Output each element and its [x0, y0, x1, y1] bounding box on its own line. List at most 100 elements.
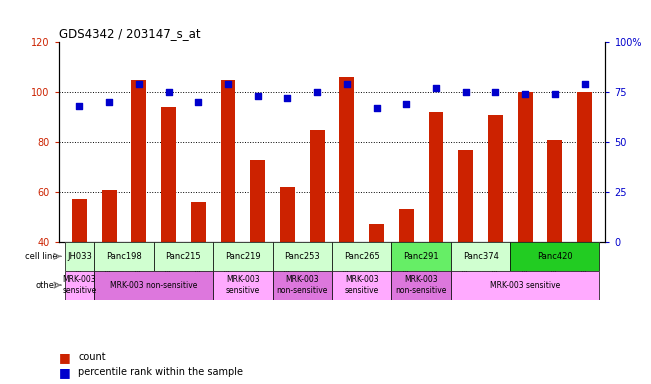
Bar — [273, 271, 332, 300]
Text: GSM924985: GSM924985 — [195, 246, 201, 288]
Text: ■: ■ — [59, 366, 70, 379]
Text: GSM924995: GSM924995 — [165, 246, 172, 288]
Point — [460, 89, 471, 95]
Bar — [399, 210, 414, 242]
Text: other: other — [36, 281, 58, 290]
Bar — [154, 242, 213, 271]
Bar — [391, 242, 451, 271]
Point — [133, 81, 144, 87]
Bar — [451, 242, 510, 271]
Text: GSM924978: GSM924978 — [374, 246, 380, 288]
Bar — [451, 242, 480, 288]
Bar — [132, 79, 146, 242]
Text: ■: ■ — [59, 351, 70, 364]
Bar — [94, 242, 124, 288]
Text: GSM924992: GSM924992 — [106, 246, 112, 288]
Bar — [540, 242, 570, 288]
Text: percentile rank within the sample: percentile rank within the sample — [78, 367, 243, 377]
Text: GSM924982: GSM924982 — [344, 246, 350, 288]
Bar — [451, 271, 600, 300]
Bar — [510, 242, 600, 271]
Point — [312, 89, 322, 95]
Text: GSM924979: GSM924979 — [314, 246, 320, 288]
Text: Panc265: Panc265 — [344, 252, 380, 261]
Bar — [213, 271, 273, 300]
Text: GSM924994: GSM924994 — [404, 246, 409, 288]
Text: GSM924984: GSM924984 — [522, 246, 528, 288]
Text: GDS4342 / 203147_s_at: GDS4342 / 203147_s_at — [59, 26, 201, 40]
Point — [104, 99, 115, 105]
Text: GSM924988: GSM924988 — [552, 246, 558, 288]
Text: MRK-003
sensitive: MRK-003 sensitive — [62, 275, 96, 295]
Bar — [391, 242, 421, 288]
Bar — [310, 130, 325, 242]
Text: cell line: cell line — [25, 252, 58, 261]
Bar — [243, 242, 273, 288]
Text: GSM924981: GSM924981 — [492, 246, 499, 288]
Bar — [547, 140, 562, 242]
Text: GSM924989: GSM924989 — [255, 246, 260, 288]
Bar — [332, 242, 362, 288]
Bar — [369, 224, 384, 242]
Text: Panc374: Panc374 — [463, 252, 499, 261]
Bar — [332, 271, 391, 300]
Text: GSM924993: GSM924993 — [581, 246, 588, 288]
Point — [401, 101, 411, 107]
Point — [163, 89, 174, 95]
Bar — [64, 242, 94, 271]
Text: GSM924983: GSM924983 — [463, 246, 469, 288]
Point — [431, 85, 441, 91]
Bar — [221, 79, 236, 242]
Text: Panc291: Panc291 — [404, 252, 439, 261]
Point — [579, 81, 590, 87]
Text: GSM924987: GSM924987 — [136, 246, 142, 288]
Bar — [391, 271, 451, 300]
Bar — [94, 242, 154, 271]
Text: MRK-003 non-sensitive: MRK-003 non-sensitive — [110, 281, 197, 290]
Text: Panc215: Panc215 — [165, 252, 201, 261]
Bar — [161, 107, 176, 242]
Bar — [362, 242, 391, 288]
Bar — [64, 271, 94, 300]
Point — [342, 81, 352, 87]
Bar — [94, 271, 213, 300]
Bar — [428, 112, 443, 242]
Bar — [488, 115, 503, 242]
Bar — [458, 149, 473, 242]
Text: Panc253: Panc253 — [284, 252, 320, 261]
Point — [549, 91, 560, 97]
Bar — [124, 242, 154, 288]
Bar — [421, 242, 451, 288]
Bar — [273, 242, 302, 288]
Bar — [570, 242, 600, 288]
Text: Panc219: Panc219 — [225, 252, 260, 261]
Text: MRK-003 sensitive: MRK-003 sensitive — [490, 281, 561, 290]
Bar — [250, 160, 265, 242]
Text: GSM924991: GSM924991 — [225, 246, 231, 288]
Bar — [184, 242, 213, 288]
Point — [223, 81, 233, 87]
Point — [283, 95, 293, 101]
Bar — [332, 242, 391, 271]
Point — [490, 89, 501, 95]
Bar — [273, 242, 332, 271]
Point — [193, 99, 204, 105]
Bar — [191, 202, 206, 242]
Bar — [102, 190, 117, 242]
Bar — [154, 242, 184, 288]
Bar — [213, 242, 243, 288]
Bar — [280, 187, 295, 242]
Bar — [518, 92, 533, 242]
Bar — [213, 242, 273, 271]
Text: MRK-003
sensitive: MRK-003 sensitive — [226, 275, 260, 295]
Bar — [510, 242, 540, 288]
Text: Panc420: Panc420 — [537, 252, 573, 261]
Point — [253, 93, 263, 99]
Text: Panc198: Panc198 — [106, 252, 142, 261]
Bar — [72, 200, 87, 242]
Text: JH033: JH033 — [67, 252, 92, 261]
Bar — [480, 242, 510, 288]
Bar — [339, 77, 354, 242]
Point — [520, 91, 531, 97]
Text: MRK-003
non-sensitive: MRK-003 non-sensitive — [277, 275, 328, 295]
